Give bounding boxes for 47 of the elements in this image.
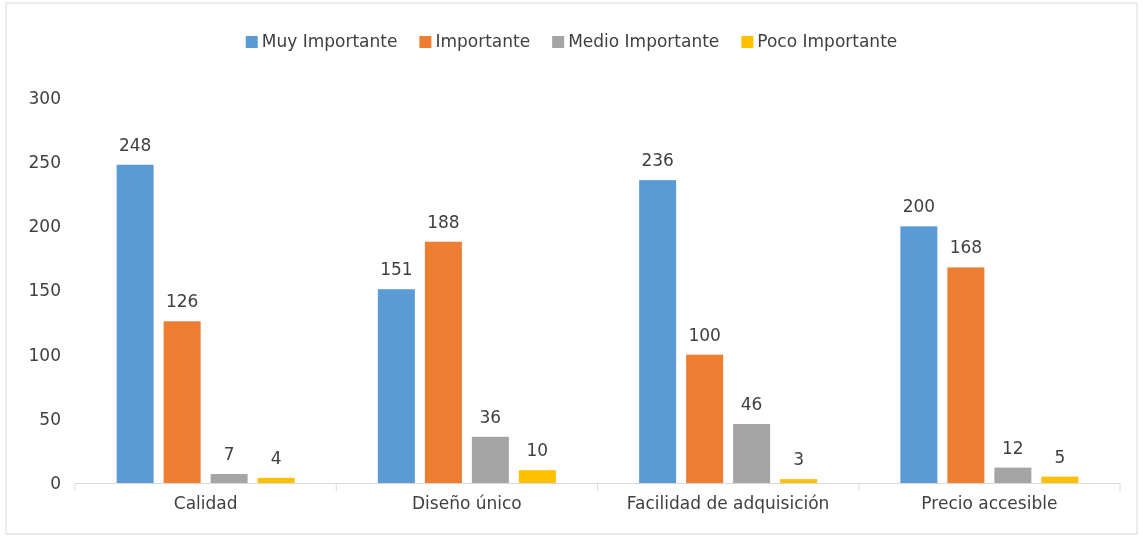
- y-tick-label: 300: [28, 87, 61, 108]
- y-tick-label: 0: [50, 472, 61, 493]
- data-label: 200: [902, 196, 936, 217]
- x-tick-label: Diseño único: [412, 493, 522, 514]
- data-label: 168: [949, 237, 983, 258]
- bar: [471, 436, 509, 483]
- legend-label: Muy Importante: [261, 31, 398, 51]
- data-label: 46: [740, 393, 763, 414]
- data-label: 100: [688, 324, 721, 345]
- data-label: 4: [270, 447, 282, 468]
- bar: [947, 267, 985, 483]
- data-label: 5: [1054, 446, 1066, 467]
- legend-label: Medio Importante: [568, 31, 720, 51]
- y-tick-label: 250: [28, 152, 61, 173]
- data-label: 36: [479, 406, 502, 427]
- data-label: 188: [427, 211, 460, 232]
- bar: [116, 164, 154, 483]
- bar: [210, 474, 248, 483]
- data-label: 7: [223, 444, 235, 465]
- data-label: 10: [526, 440, 549, 461]
- bar: [733, 423, 771, 483]
- bar: [900, 226, 938, 483]
- bar: [994, 467, 1032, 483]
- legend-label: Importante: [435, 31, 531, 51]
- bar: [780, 479, 818, 483]
- bar: [639, 180, 677, 483]
- data-label: 12: [1002, 437, 1024, 458]
- y-tick-label: 100: [28, 344, 61, 365]
- data-label: 236: [641, 150, 674, 171]
- bar: [1041, 476, 1079, 483]
- x-tick-label: Precio accesible: [921, 493, 1058, 514]
- bar: [686, 354, 724, 483]
- bar: [163, 321, 201, 483]
- bar: [377, 289, 415, 483]
- data-label: 248: [118, 134, 152, 155]
- data-label: 151: [380, 259, 413, 280]
- data-label: 3: [793, 449, 805, 470]
- y-tick-label: 50: [39, 408, 61, 429]
- y-tick-label: 200: [28, 216, 61, 237]
- bar: [518, 470, 556, 483]
- x-tick-label: Facilidad de adquisición: [626, 493, 830, 514]
- bar: [424, 241, 462, 483]
- data-label: 126: [165, 291, 199, 312]
- y-tick-label: 150: [28, 280, 61, 301]
- legend-label: Poco Importante: [757, 31, 898, 51]
- bar: [257, 477, 295, 483]
- x-tick-label: Calidad: [173, 493, 238, 514]
